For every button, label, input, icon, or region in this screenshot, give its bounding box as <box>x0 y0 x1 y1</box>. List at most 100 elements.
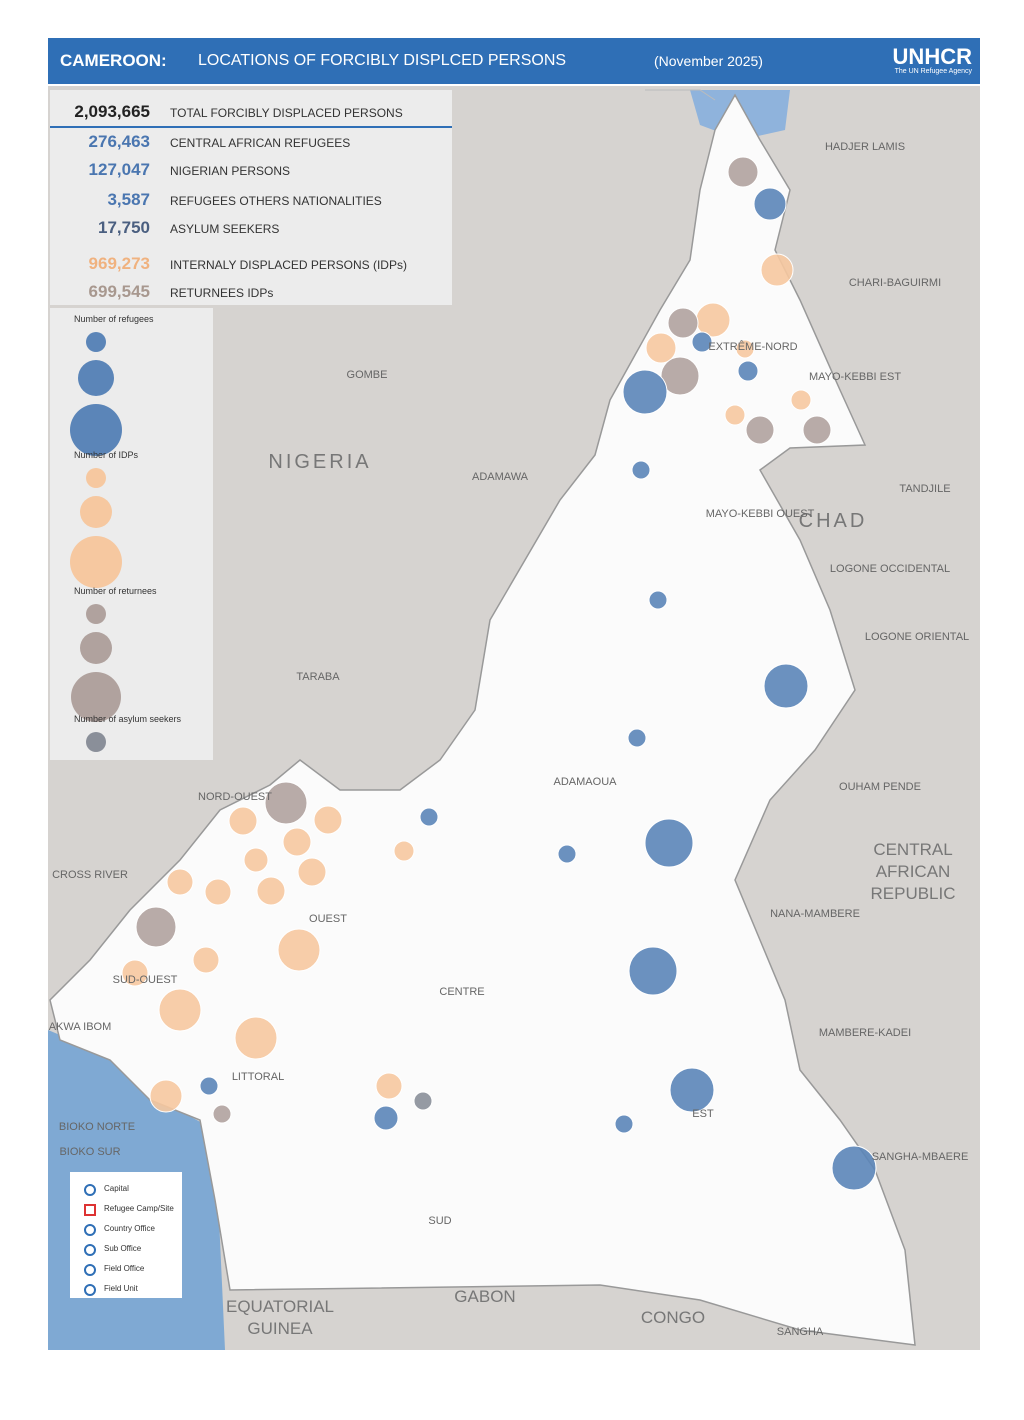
returnees-bubble <box>264 781 308 825</box>
map-label: NANA-MAMBERE <box>770 908 860 920</box>
idps-bubble <box>228 806 258 836</box>
refugees-bubble <box>669 1067 715 1113</box>
summary-value: 2,093,665 <box>74 102 150 121</box>
map-label: BIOKO NORTE <box>59 1121 135 1133</box>
returnees-bubble <box>745 415 775 445</box>
map-label: AFRICAN <box>876 862 951 881</box>
refugees-bubble <box>753 187 787 221</box>
legend-heading: Number of returnees <box>74 586 157 596</box>
refugees-bubble <box>831 1145 877 1191</box>
map-label: LOGONE OCCIDENTAL <box>830 563 950 575</box>
summary-value: 969,273 <box>88 254 150 273</box>
legend-circle <box>86 468 106 488</box>
summary-label: RETURNEES IDPs <box>170 286 274 300</box>
idps-bubble <box>645 332 677 364</box>
idps-bubble <box>375 1072 403 1100</box>
idps-bubble <box>313 805 343 835</box>
refugees-bubble <box>622 369 668 415</box>
refugees-bubble <box>763 663 809 709</box>
map-label: EST <box>692 1108 714 1120</box>
legend-circle <box>80 632 112 664</box>
refugees-bubble <box>628 946 678 996</box>
summary-row: 127,047 NIGERIAN PERSONS <box>50 156 452 184</box>
map-label: NORD-OUEST <box>198 791 272 803</box>
summary-value: 3,587 <box>107 190 150 209</box>
returnees-bubble <box>802 415 832 445</box>
map-label: CENTRAL <box>873 840 952 859</box>
legend-circle <box>86 604 106 624</box>
logo-tagline: The UN Refugee Agency <box>894 68 972 75</box>
map-label: TANDJILE <box>899 483 950 495</box>
summary-label: NIGERIAN PERSONS <box>170 164 291 178</box>
map-label: EQUATORIAL <box>226 1297 334 1316</box>
map-label: LITTORAL <box>232 1071 284 1083</box>
map-label: GABON <box>454 1287 515 1306</box>
legend-circle <box>86 332 106 352</box>
legend-circle <box>70 404 122 456</box>
summary-row: 969,273 INTERNALY DISPLACED PERSONS (IDPs… <box>50 250 452 278</box>
refugees-bubble <box>631 460 651 480</box>
map-label: CONGO <box>641 1308 705 1327</box>
symbol-icon <box>84 1244 96 1256</box>
idps-bubble <box>234 1016 278 1060</box>
map-label: CHAD <box>799 510 868 532</box>
symbol-icon <box>84 1264 96 1276</box>
symbol-label: Refugee Camp/Site <box>104 1204 174 1213</box>
legend-circle <box>70 536 122 588</box>
summary-label: CENTRAL AFRICAN REFUGEES <box>170 136 351 150</box>
refugees-bubble <box>627 728 647 748</box>
map-label: CENTRE <box>439 986 484 998</box>
title: CAMEROON: <box>60 51 167 70</box>
idps-bubble <box>760 253 794 287</box>
asylum-bubble <box>413 1091 433 1111</box>
refugees-bubble <box>737 360 759 382</box>
summary-row: 3,587 REFUGEES OTHERS NATIONALITIES <box>50 186 452 214</box>
idps-bubble <box>204 878 232 906</box>
idps-bubble <box>735 339 755 359</box>
map-label: CROSS RIVER <box>52 869 128 881</box>
idps-bubble <box>243 847 269 873</box>
refugees-bubble <box>644 818 694 868</box>
idps-bubble <box>393 840 415 862</box>
idps-bubble <box>724 404 746 426</box>
refugees-bubble <box>648 590 668 610</box>
map-label: GUINEA <box>247 1319 313 1338</box>
map-label: EXTRÊME-NORD <box>708 340 797 353</box>
map-label: CHARI-BAGUIRMI <box>849 277 941 289</box>
summary-value: 127,047 <box>88 160 150 179</box>
map-label: SANGHA-MBAERE <box>872 1151 969 1163</box>
returnees-bubble <box>727 156 759 188</box>
map-label: OUEST <box>309 913 347 925</box>
symbol-legend: Capital Refugee Camp/Site Country Office Su… <box>70 1172 182 1298</box>
summary-row: 17,750 ASYLUM SEEKERS <box>50 214 452 242</box>
idps-bubble <box>256 876 286 906</box>
summary-value: 699,545 <box>88 282 150 301</box>
summary-value: 17,750 <box>98 218 150 237</box>
legend-circle <box>86 732 106 752</box>
refugees-bubble <box>373 1105 399 1131</box>
idps-bubble <box>277 928 321 972</box>
map-label: REPUBLIC <box>870 884 955 903</box>
map-label: MAYO-KEBBI OUEST <box>706 508 815 520</box>
summary-row: 276,463 CENTRAL AFRICAN REFUGEES <box>50 128 452 156</box>
map-label: TARABA <box>296 671 340 683</box>
summary-panel: 2,093,665 TOTAL FORCIBLY DISPLACED PERSON… <box>50 90 452 305</box>
date: (November 2025) <box>654 53 763 69</box>
logo: UNHCR <box>892 44 972 69</box>
returnees-bubble <box>660 356 700 396</box>
map-label: GOMBE <box>347 369 388 381</box>
legend-heading: Number of refugees <box>74 314 154 324</box>
legend-heading: Number of IDPs <box>74 450 139 460</box>
map-label: LOGONE ORIENTAL <box>865 631 969 643</box>
summary-row: 2,093,665 TOTAL FORCIBLY DISPLACED PERSON… <box>50 98 452 128</box>
summary-label: REFUGEES OTHERS NATIONALITIES <box>170 194 382 208</box>
map-label: ADAMAOUA <box>554 776 618 788</box>
symbol-icon <box>84 1224 96 1236</box>
map-label: AKWA IBOM <box>49 1021 112 1033</box>
refugees-bubble <box>199 1076 219 1096</box>
map-label: MAMBERE-KADEI <box>819 1027 911 1039</box>
idps-bubble <box>192 946 220 974</box>
symbol-label: Field Office <box>104 1264 145 1273</box>
